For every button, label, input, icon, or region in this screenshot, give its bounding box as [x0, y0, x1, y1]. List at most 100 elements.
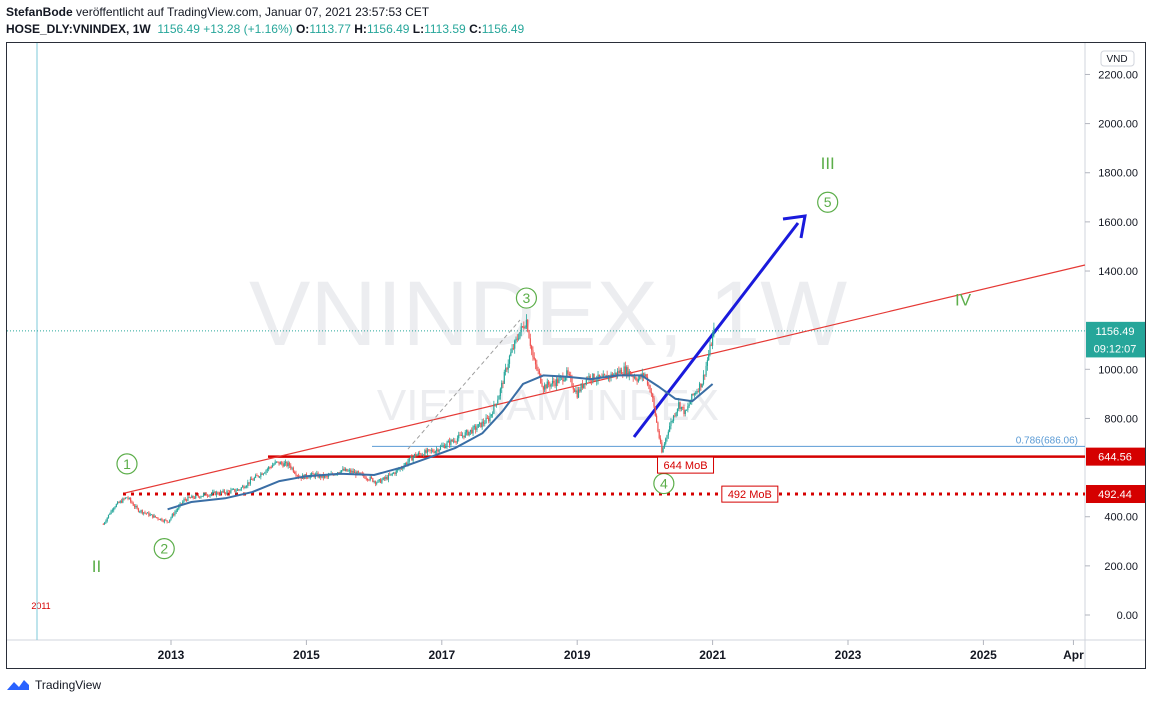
close-value: 1156.49: [481, 22, 525, 36]
candle-body-up: [182, 501, 184, 504]
candle-body-up: [311, 473, 313, 476]
price-marker-label: 644.56: [1098, 452, 1132, 464]
candle-body-up: [628, 371, 630, 376]
candle-body-down: [659, 438, 662, 443]
candle-body-down: [584, 383, 586, 385]
candle-body-down: [406, 463, 408, 465]
candle-body-down: [459, 434, 461, 436]
candle-body-up: [524, 327, 526, 329]
candle-body-down: [223, 490, 225, 493]
candle-body-up: [472, 426, 474, 434]
support-label: 644 MoB: [664, 460, 708, 472]
candle-body-up: [381, 479, 383, 483]
y-tick-label: 0.00: [1117, 610, 1138, 622]
candle-body-down: [370, 476, 373, 479]
candle-body-up: [376, 482, 378, 484]
candle-body-down: [541, 383, 543, 387]
candle-body-up: [695, 393, 697, 394]
candle-body-up: [210, 493, 212, 495]
candle-body-down: [161, 518, 163, 521]
price-marker-box: [1086, 485, 1145, 504]
candle-body-down: [366, 478, 369, 480]
candle-body-down: [486, 417, 488, 419]
candle-body-down: [218, 493, 220, 495]
candle-body-up: [387, 474, 390, 480]
candle-body-up: [504, 368, 507, 372]
candle-body-down: [674, 415, 676, 417]
currency-label: VND: [1106, 54, 1127, 65]
candle-body-down: [620, 369, 623, 375]
candle-body-up: [519, 332, 521, 339]
support-label-box: [721, 485, 779, 503]
candle-body-down: [411, 456, 413, 461]
candle-body-down: [624, 366, 626, 374]
high-value: 1156.49: [366, 22, 410, 36]
candle-body-down: [270, 467, 272, 468]
candle-body-up: [348, 470, 350, 472]
price-marker-box: [1086, 447, 1145, 466]
candle-body-down: [295, 473, 297, 476]
open-label: O:: [295, 22, 310, 36]
candle-body-down: [217, 492, 219, 494]
candle-body-up: [253, 477, 255, 481]
candle-body-down: [629, 371, 632, 376]
candle-body-down: [180, 503, 183, 505]
y-tick-label: 800.00: [1104, 413, 1138, 425]
candle-body-up: [499, 388, 501, 397]
candle-body-up: [124, 497, 127, 499]
candle-body-up: [351, 470, 353, 473]
candle-body-up: [283, 463, 285, 467]
candle-body-down: [419, 452, 421, 454]
candle-body-down: [343, 468, 345, 471]
candle-body-down: [697, 391, 699, 392]
candle-body-up: [477, 424, 479, 428]
footer: TradingView: [6, 678, 101, 692]
candle-body-up: [469, 429, 472, 432]
candle-body-up: [115, 504, 117, 507]
candle-body-up: [458, 434, 460, 439]
candle-body-down: [221, 491, 223, 493]
candle-body-up: [510, 352, 512, 356]
wave-label: III: [821, 154, 835, 173]
candle-body-down: [506, 368, 508, 370]
price-marker-box: [1086, 321, 1145, 340]
x-tick-label: 2021: [699, 648, 726, 662]
candle-body-up: [551, 380, 554, 384]
candle-body-up: [113, 508, 115, 511]
candle-body-up: [450, 439, 452, 445]
projection-arrow-head: [782, 214, 807, 239]
candle-body-down: [346, 468, 348, 472]
candle-body-up: [200, 496, 202, 498]
candle-body-down: [364, 476, 366, 479]
candle-body-up: [242, 486, 244, 488]
candle-body-up: [398, 469, 400, 471]
candle-body-up: [508, 355, 511, 364]
projection-arrow: [632, 222, 800, 438]
candle-body-up: [327, 475, 330, 477]
candle-body-up: [666, 435, 668, 439]
candle-body-up: [404, 463, 406, 466]
candle-body-down: [649, 385, 651, 393]
candle-body-up: [215, 492, 218, 496]
chart-frame: [6, 42, 1146, 669]
wave-label: 2: [160, 541, 168, 557]
candle-body-down: [196, 495, 198, 496]
candle-body-down: [144, 512, 146, 514]
candle-body-up: [421, 454, 423, 456]
candle-body-up: [391, 473, 393, 475]
candle-body-down: [193, 497, 196, 499]
candle-body-up: [178, 505, 180, 510]
candle-body-down: [531, 345, 533, 351]
candle-body-up: [416, 454, 418, 457]
candle-body-down: [360, 472, 362, 474]
price-marker-box: [1086, 339, 1145, 358]
wave-circle: [817, 191, 839, 213]
candle-body-up: [356, 471, 358, 476]
candle-body-down: [148, 512, 150, 516]
candle-body-down: [281, 462, 283, 464]
candle-body-up: [614, 372, 616, 375]
candle-body-down: [618, 371, 620, 374]
candle-body-up: [495, 403, 498, 405]
